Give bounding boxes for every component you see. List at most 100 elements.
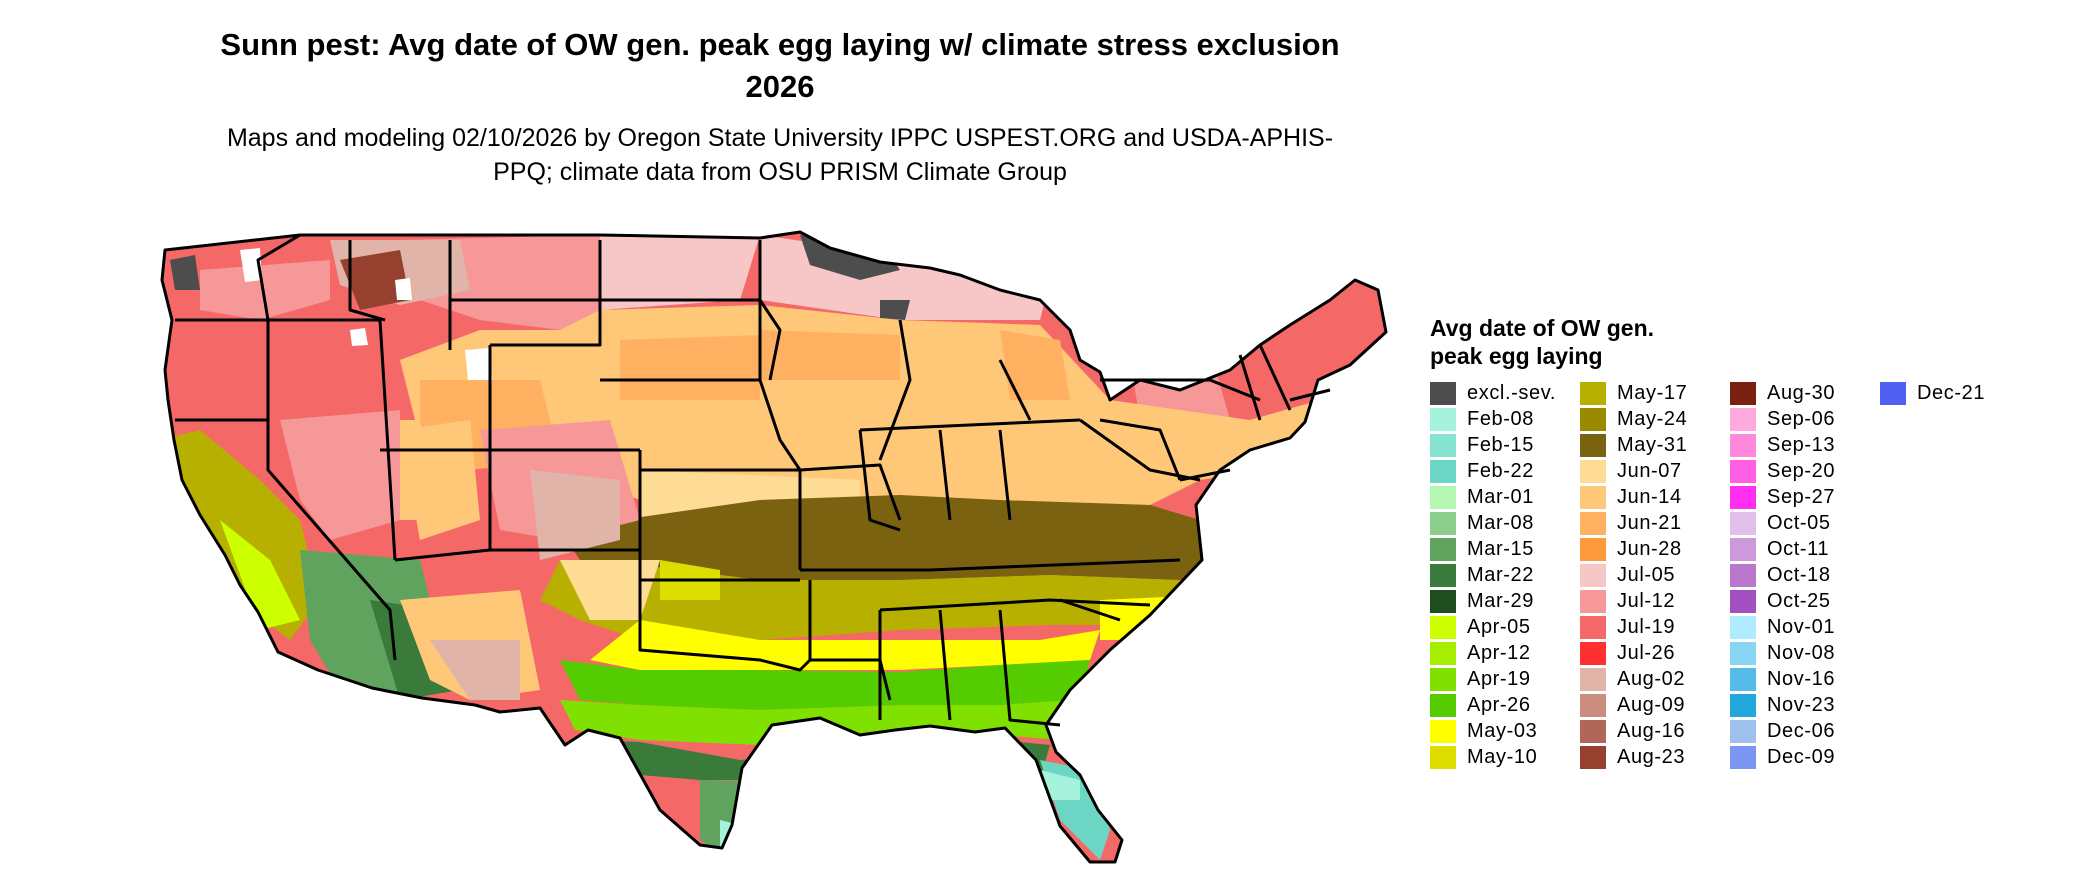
legend-item: Oct-18 [1730,562,1831,588]
legend-item: Jul-26 [1580,640,1675,666]
legend-label: Feb-15 [1467,433,1534,456]
legend-label: Dec-06 [1767,719,1836,742]
legend-swatch [1430,459,1456,483]
legend-item: Aug-16 [1580,718,1685,744]
legend-label: Aug-30 [1767,381,1836,404]
legend-swatch [1430,745,1456,769]
legend-swatch [1730,667,1756,691]
legend-swatch [1430,693,1456,717]
legend-swatch [1730,563,1756,587]
legend-label: excl.-sev. [1467,381,1556,404]
legend-item: Jun-14 [1580,484,1682,510]
state-boundaries [160,230,1388,864]
legend-item: Feb-15 [1430,432,1534,458]
legend-item: Sep-13 [1730,432,1835,458]
legend-item: Apr-05 [1430,614,1531,640]
legend-item: Jun-28 [1580,536,1682,562]
legend-label: Nov-23 [1767,693,1836,716]
legend-item: Mar-15 [1430,536,1534,562]
legend-label: Aug-02 [1617,667,1686,690]
legend-swatch [1580,641,1606,665]
legend-swatch [1730,745,1756,769]
legend-swatch [1430,485,1456,509]
legend-item: Aug-02 [1580,666,1685,692]
legend-swatch [1880,381,1906,405]
legend-label: Nov-08 [1767,641,1836,664]
legend-label: Sep-13 [1767,433,1836,456]
legend-item: Nov-01 [1730,614,1835,640]
map-title: Sunn pest: Avg date of OW gen. peak egg … [220,27,1340,104]
legend-label: Sep-27 [1767,485,1836,508]
legend-label: Oct-25 [1767,589,1831,612]
legend-swatch [1580,693,1606,717]
legend-item: Apr-26 [1430,692,1531,718]
legend-swatch [1430,563,1456,587]
legend-label: Jul-12 [1617,589,1676,612]
legend-item: Dec-21 [1880,380,1985,406]
legend-item: Oct-25 [1730,588,1831,614]
legend-label: Apr-26 [1467,693,1531,716]
legend-swatch [1730,511,1756,535]
legend-item: Mar-22 [1430,562,1534,588]
legend-label: Nov-01 [1767,615,1836,638]
legend-swatch [1580,589,1606,613]
legend-swatch [1430,511,1456,535]
legend-label: Jun-28 [1617,537,1682,560]
legend-swatch [1430,381,1456,405]
legend-label: Mar-15 [1467,537,1534,560]
legend-swatch [1730,693,1756,717]
legend-item: Dec-06 [1730,718,1835,744]
legend-label: May-31 [1617,433,1688,456]
legend-item: Aug-30 [1730,380,1835,406]
legend-label: Jul-26 [1617,641,1676,664]
legend-item: Nov-08 [1730,640,1835,666]
legend-swatch [1730,485,1756,509]
legend-label: Nov-16 [1767,667,1836,690]
legend-label: Feb-08 [1467,407,1534,430]
legend-item: Jul-19 [1580,614,1675,640]
legend-label: Apr-05 [1467,615,1531,638]
legend-item: Oct-11 [1730,536,1829,562]
legend-label: Jun-21 [1617,511,1682,534]
legend-swatch [1580,615,1606,639]
legend-label: Feb-22 [1467,459,1534,482]
legend-swatch [1430,641,1456,665]
legend-swatch [1580,433,1606,457]
legend-swatch [1730,589,1756,613]
legend-item: Dec-09 [1730,744,1835,770]
legend-items: excl.-sev. Feb-08 Feb-15 Feb-22 Mar-01 Mar-08… [1430,380,2070,800]
legend-swatch [1580,745,1606,769]
legend-item: Jun-07 [1580,458,1682,484]
legend-label: Apr-12 [1467,641,1531,664]
legend-item: May-24 [1580,406,1687,432]
legend-swatch [1580,667,1606,691]
legend-swatch [1730,537,1756,561]
legend-swatch [1730,433,1756,457]
legend-item: Sep-06 [1730,406,1835,432]
legend-item: Oct-05 [1730,510,1831,536]
legend-label: Mar-22 [1467,563,1534,586]
legend-item: Mar-01 [1430,484,1534,510]
legend-label: Oct-11 [1767,537,1830,560]
legend-swatch [1580,719,1606,743]
legend-label: Sep-06 [1767,407,1836,430]
legend-item: Jul-12 [1580,588,1675,614]
legend-label: Aug-09 [1617,693,1686,716]
legend-item: Aug-09 [1580,692,1685,718]
legend-swatch [1430,719,1456,743]
legend-swatch [1730,719,1756,743]
legend-swatch [1430,537,1456,561]
legend-label: Jul-05 [1617,563,1676,586]
map-subtitle: Maps and modeling 02/10/2026 by Oregon S… [226,124,1334,186]
legend-label: May-03 [1467,719,1538,742]
legend-item: Sep-27 [1730,484,1835,510]
legend-item: Feb-22 [1430,458,1534,484]
legend-label: Mar-29 [1467,589,1534,612]
legend-swatch [1580,459,1606,483]
legend-label: Jun-07 [1617,459,1682,482]
legend-swatch [1730,641,1756,665]
legend-swatch [1730,407,1756,431]
legend-swatch [1580,485,1606,509]
legend-item: May-03 [1430,718,1537,744]
legend-swatch [1430,407,1456,431]
